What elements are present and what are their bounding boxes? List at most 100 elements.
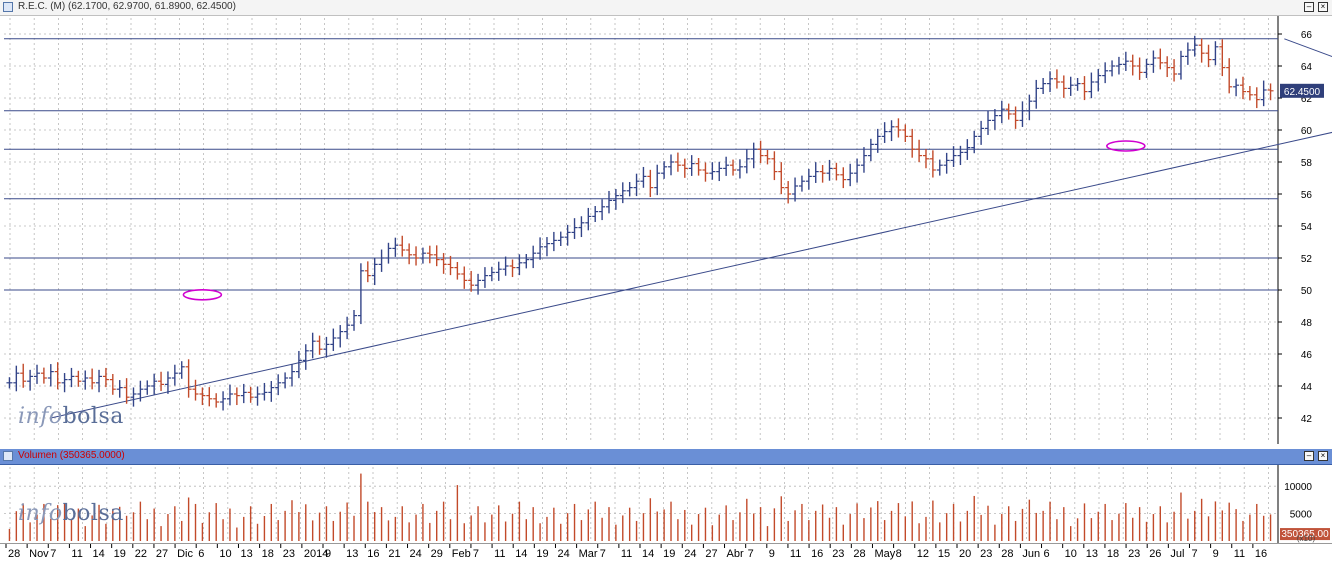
- ohlc-bar: [674, 152, 681, 172]
- date-label: 8: [896, 548, 902, 560]
- date-label: Jul: [1170, 548, 1184, 560]
- volume-chart: 10000 5000 350365.00(x10): [0, 465, 1332, 543]
- ohlc-bar: [481, 267, 488, 288]
- ohlc-bar: [89, 368, 96, 390]
- ohlc-bar: [344, 316, 351, 340]
- ohlc-bar: [902, 124, 909, 142]
- ohlc-bar: [785, 181, 792, 204]
- date-label: 23: [283, 548, 295, 560]
- ohlc-bar: [316, 335, 323, 355]
- ohlc-bar: [54, 362, 61, 390]
- y-tick-label: 46: [1301, 350, 1313, 361]
- date-label: 11: [1234, 548, 1245, 560]
- ohlc-bar: [985, 110, 992, 135]
- ohlc-bar: [309, 332, 316, 359]
- ohlc-bar: [1060, 75, 1067, 98]
- date-label: 7: [1191, 548, 1197, 560]
- ohlc-bar: [288, 364, 295, 387]
- date-label: 16: [1255, 548, 1267, 560]
- ohlc-bar: [357, 263, 364, 325]
- date-label: 11: [494, 548, 505, 560]
- ohlc-bar: [750, 142, 757, 169]
- ohlc-bar: [75, 370, 82, 387]
- ohlc-bar: [1047, 71, 1054, 93]
- ohlc-bar: [1198, 38, 1205, 63]
- ohlc-bar: [668, 154, 675, 176]
- ohlc-bar: [743, 149, 750, 174]
- y-tick-label: 52: [1301, 254, 1313, 265]
- ohlc-bar: [1260, 80, 1267, 107]
- ohlc-bar: [716, 161, 723, 182]
- ohlc-bar: [612, 189, 619, 210]
- date-label: 24: [684, 548, 696, 560]
- volume-panel: Volumen (350365.0000) – × 10000 5000 35036…: [0, 449, 1332, 543]
- ohlc-bar: [509, 259, 516, 278]
- ohlc-bar: [1115, 56, 1122, 75]
- ohlc-bar: [757, 140, 764, 164]
- date-label: 23: [1128, 548, 1140, 560]
- ohlc-bar: [971, 130, 978, 154]
- y-tick-label: 50: [1301, 286, 1313, 297]
- ohlc-bar: [916, 139, 923, 163]
- ohlc-bar: [1246, 86, 1253, 101]
- volume-unit-label: (x10): [1297, 534, 1316, 543]
- y-tick-label: 54: [1301, 222, 1313, 233]
- date-label: 26: [1149, 548, 1161, 560]
- infobolsa-logo: infobolsa: [18, 501, 124, 526]
- highlight-oval: [1106, 140, 1146, 152]
- ohlc-bar: [805, 168, 812, 190]
- ohlc-bar: [585, 207, 592, 231]
- minimize-button[interactable]: –: [1304, 451, 1314, 461]
- ohlc-bar: [364, 261, 371, 283]
- ohlc-bar: [964, 139, 971, 160]
- ohlc-bar: [530, 245, 537, 269]
- ohlc-bar: [61, 373, 68, 393]
- ohlc-bar: [640, 166, 647, 188]
- ohlc-bar: [1184, 42, 1191, 65]
- date-label: 16: [811, 548, 823, 560]
- ohlc-bar: [1233, 78, 1240, 97]
- ohlc-bar: [495, 261, 502, 281]
- ohlc-bar: [337, 325, 344, 348]
- ohlc-bar: [895, 118, 902, 138]
- ohlc-bar: [523, 254, 530, 269]
- ohlc-bar: [1053, 69, 1060, 89]
- ohlc-bar: [137, 380, 144, 402]
- ohlc-bar: [860, 147, 867, 173]
- ohlc-bar: [1040, 78, 1047, 94]
- ohlc-bar: [922, 149, 929, 169]
- ohlc-bar: [302, 344, 309, 370]
- ohlc-bar: [633, 173, 640, 197]
- date-label: Abr: [727, 548, 744, 560]
- ohlc-bar: [695, 158, 702, 176]
- price-title-bar: R.E.C. (M) (62.1700, 62.9700, 61.8900, 6…: [0, 0, 1332, 16]
- y-tick-label: 62: [1301, 94, 1313, 105]
- minimize-button[interactable]: –: [1304, 2, 1314, 12]
- ohlc-bar: [592, 206, 599, 222]
- ohlc-bar: [323, 336, 330, 358]
- ohlc-bar: [468, 270, 475, 292]
- ohlc-bar: [178, 361, 185, 379]
- ohlc-bar: [454, 262, 461, 280]
- date-label: 14: [642, 548, 654, 560]
- date-label: 7: [600, 548, 606, 560]
- ohlc-bar: [426, 245, 433, 264]
- date-label: 11: [71, 548, 82, 560]
- ohlc-bar: [702, 162, 709, 182]
- ohlc-bar: [599, 199, 606, 221]
- ohlc-bar: [723, 156, 730, 176]
- y-tick-label: 48: [1301, 318, 1313, 329]
- ohlc-bar: [199, 387, 206, 406]
- volume-title: Volumen (350365.0000): [18, 450, 125, 461]
- date-label: 28: [853, 548, 865, 560]
- ohlc-bar: [261, 382, 268, 401]
- close-button[interactable]: ×: [1318, 451, 1328, 461]
- date-label: 23: [832, 548, 844, 560]
- ohlc-bar: [564, 224, 571, 246]
- ohlc-bar: [171, 364, 178, 386]
- ohlc-bar: [40, 367, 47, 384]
- date-label: Feb: [452, 548, 471, 560]
- ohlc-bar: [736, 159, 743, 179]
- close-button[interactable]: ×: [1318, 2, 1328, 12]
- ohlc-bar: [881, 122, 888, 143]
